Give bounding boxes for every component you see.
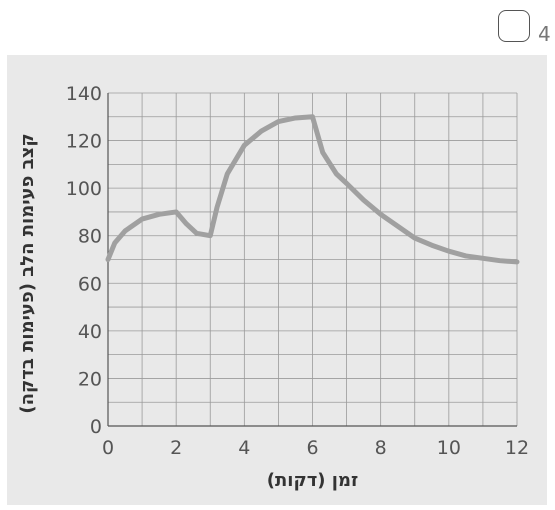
series-line [105,114,520,265]
y-tick-label: 120 [66,131,102,153]
y-tick-label: 0 [90,416,102,438]
x-tick-label: 0 [102,437,114,459]
x-tick-label: 2 [170,437,182,459]
y-tick-label: 100 [66,178,102,200]
x-tick-label: 12 [505,437,529,459]
x-axis-label: זמן (דקות) [267,470,358,491]
y-tick-label: 40 [78,321,102,343]
question-number: 4 [538,22,551,46]
y-tick-label: 140 [66,83,102,105]
x-tick-label: 4 [238,437,250,459]
y-tick-label: 60 [78,273,102,295]
checkbox-square [498,10,530,42]
y-tick-label: 80 [78,226,102,248]
chart-panel [7,55,547,505]
grid [107,92,518,427]
x-tick-label: 10 [437,437,461,459]
y-axis-label: קצב פעימות הלב (פעימות בדקה) [17,133,38,413]
y-tick-label: 20 [78,368,102,390]
x-tick-label: 6 [306,437,318,459]
series-layer [105,114,520,265]
question-badge: 4 [498,10,555,46]
x-tick-label: 8 [375,437,387,459]
